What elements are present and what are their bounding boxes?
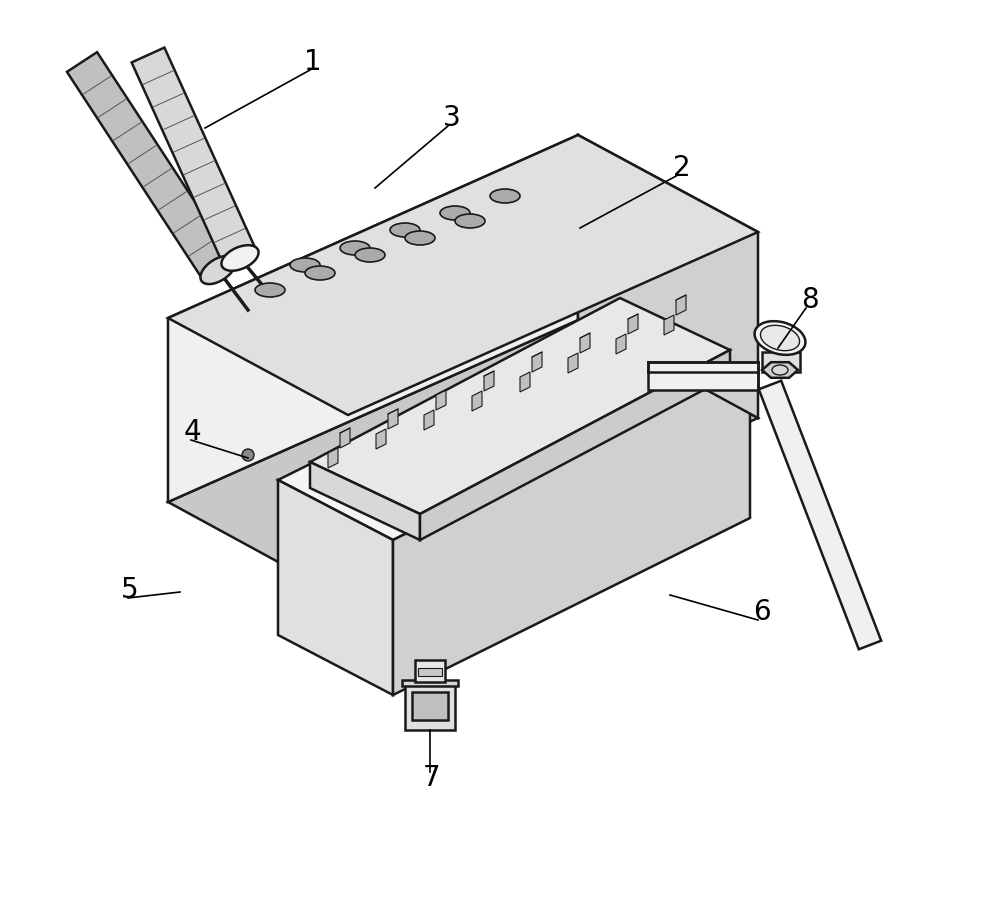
Ellipse shape [290, 258, 320, 272]
Polygon shape [168, 135, 758, 415]
Text: 2: 2 [673, 154, 691, 182]
Ellipse shape [772, 365, 788, 375]
Text: 3: 3 [443, 104, 461, 132]
Text: 4: 4 [183, 418, 201, 446]
Text: 1: 1 [304, 48, 322, 76]
Ellipse shape [440, 206, 470, 220]
Polygon shape [616, 334, 626, 354]
Polygon shape [310, 462, 420, 540]
Polygon shape [484, 371, 494, 391]
Polygon shape [310, 298, 730, 514]
Polygon shape [532, 352, 542, 372]
Polygon shape [402, 680, 458, 686]
Polygon shape [412, 692, 448, 720]
Ellipse shape [455, 214, 485, 228]
Ellipse shape [305, 266, 335, 280]
Polygon shape [578, 135, 758, 418]
Polygon shape [676, 295, 686, 315]
Text: 7: 7 [423, 764, 441, 792]
Polygon shape [67, 52, 233, 280]
Ellipse shape [200, 256, 236, 284]
Polygon shape [648, 362, 758, 390]
Polygon shape [472, 391, 482, 411]
Polygon shape [759, 381, 881, 650]
Ellipse shape [221, 245, 259, 271]
Polygon shape [328, 448, 338, 468]
Polygon shape [580, 333, 590, 353]
Polygon shape [376, 429, 386, 449]
Polygon shape [168, 135, 578, 502]
Polygon shape [418, 668, 442, 676]
Polygon shape [405, 685, 455, 730]
Polygon shape [388, 409, 398, 429]
Polygon shape [424, 410, 434, 430]
Ellipse shape [755, 321, 805, 355]
Polygon shape [628, 314, 638, 334]
Ellipse shape [355, 248, 385, 262]
Ellipse shape [255, 283, 285, 297]
Polygon shape [132, 48, 256, 266]
Polygon shape [762, 362, 798, 378]
Polygon shape [436, 390, 446, 410]
Polygon shape [762, 352, 800, 372]
Polygon shape [278, 480, 393, 695]
Ellipse shape [405, 231, 435, 245]
Polygon shape [664, 315, 674, 335]
Text: 5: 5 [121, 576, 139, 604]
Polygon shape [415, 660, 445, 682]
Polygon shape [568, 353, 578, 373]
Ellipse shape [760, 325, 800, 350]
Ellipse shape [390, 223, 420, 237]
Polygon shape [278, 302, 750, 540]
Ellipse shape [490, 189, 520, 203]
Polygon shape [393, 362, 750, 695]
Circle shape [242, 449, 254, 461]
Ellipse shape [340, 241, 370, 255]
Polygon shape [168, 320, 758, 600]
Text: 8: 8 [801, 286, 819, 314]
Polygon shape [520, 372, 530, 392]
Polygon shape [340, 428, 350, 448]
Polygon shape [420, 350, 730, 540]
Text: 6: 6 [753, 598, 771, 626]
